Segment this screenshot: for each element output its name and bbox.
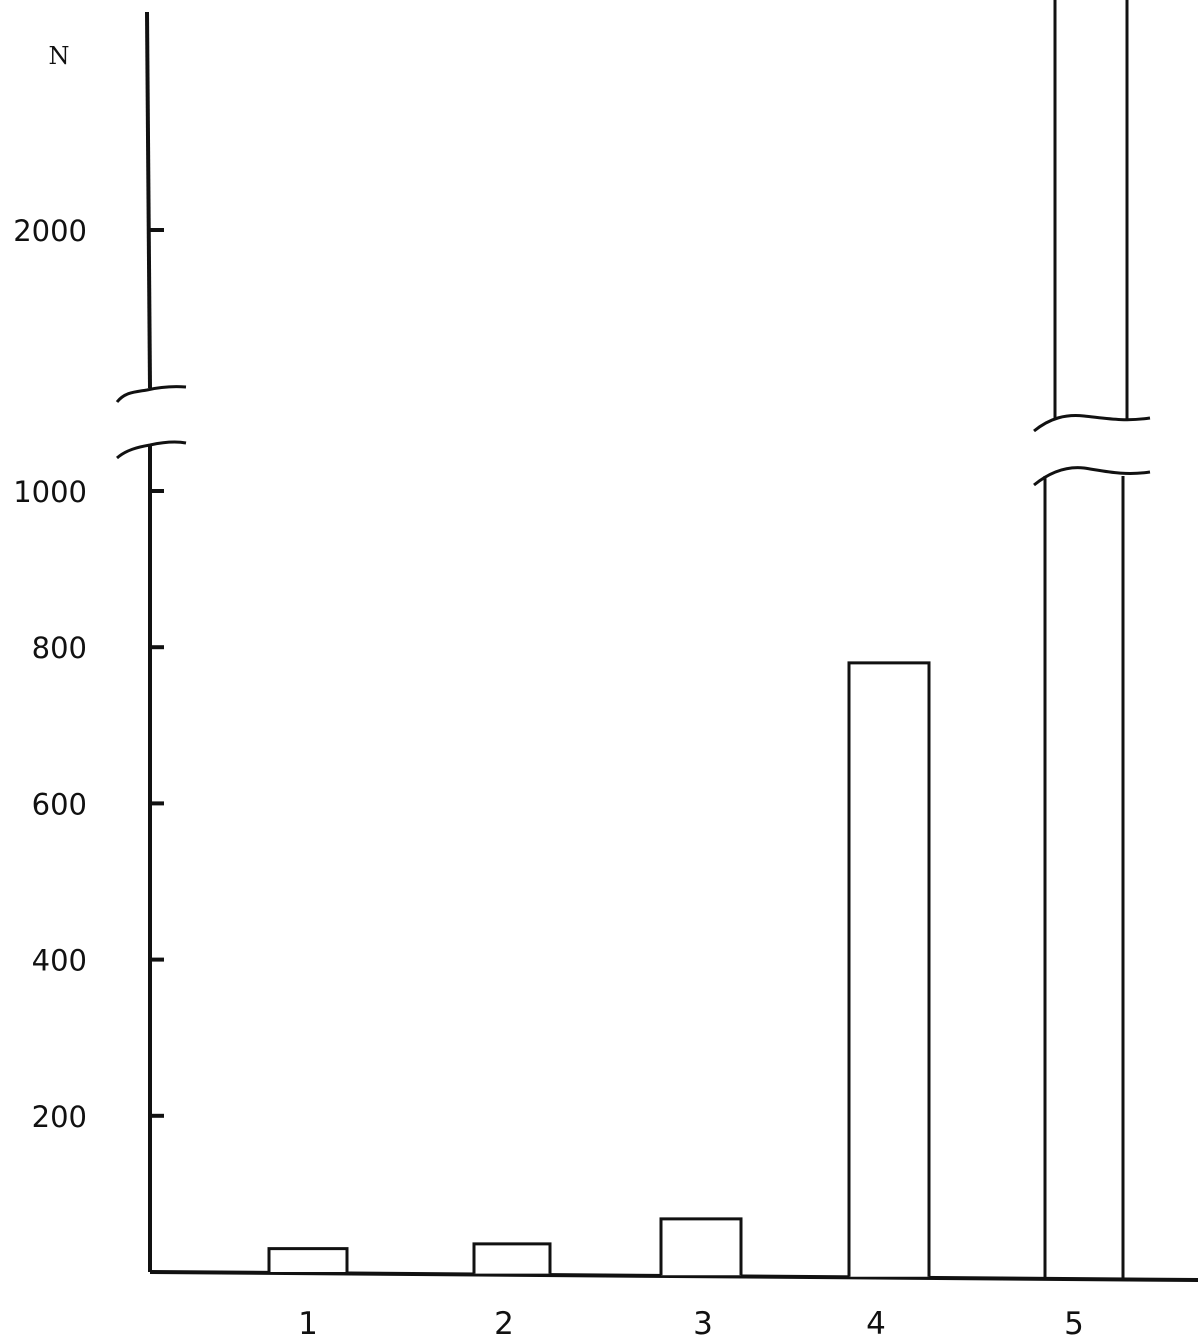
y-axis-break-mark-lower bbox=[116, 440, 187, 460]
x-tick-label: 4 bbox=[866, 1306, 886, 1342]
x-tick-label: 3 bbox=[693, 1306, 713, 1342]
bar-upper-segment bbox=[1053, 0, 1129, 419]
x-axis-line bbox=[149, 1270, 1199, 1282]
bar-2 bbox=[472, 1242, 552, 1274]
y-tick-label: 2000 bbox=[13, 214, 87, 248]
bar-lower-segment bbox=[1043, 476, 1125, 1279]
bar-5 bbox=[1033, 0, 1151, 1279]
y-ticks: 200 400 600 800 1000 2000 bbox=[13, 214, 164, 1134]
y-axis-break-mark-upper bbox=[115, 385, 187, 403]
bar-1 bbox=[267, 1247, 349, 1272]
y-tick-label: 800 bbox=[32, 631, 87, 665]
bar-break-mark-lower bbox=[1033, 466, 1151, 487]
bar-4 bbox=[847, 661, 931, 1277]
y-tick-label: 200 bbox=[32, 1100, 87, 1134]
x-tick-label: 5 bbox=[1064, 1306, 1084, 1342]
y-tick-label: 1000 bbox=[13, 475, 87, 509]
axes bbox=[115, 11, 1199, 1282]
y-axis-line-upper bbox=[145, 11, 152, 389]
x-tick-label: 2 bbox=[494, 1306, 514, 1342]
y-tick-label: 600 bbox=[32, 787, 87, 821]
bar-break-mark-upper bbox=[1033, 414, 1151, 433]
y-axis-title: N bbox=[49, 42, 70, 70]
x-labels: 1 2 3 4 5 bbox=[298, 1306, 1084, 1342]
bars bbox=[267, 0, 1151, 1279]
x-tick-label: 1 bbox=[298, 1306, 318, 1342]
y-tick-label: 400 bbox=[32, 944, 87, 978]
bar-3 bbox=[659, 1217, 743, 1276]
